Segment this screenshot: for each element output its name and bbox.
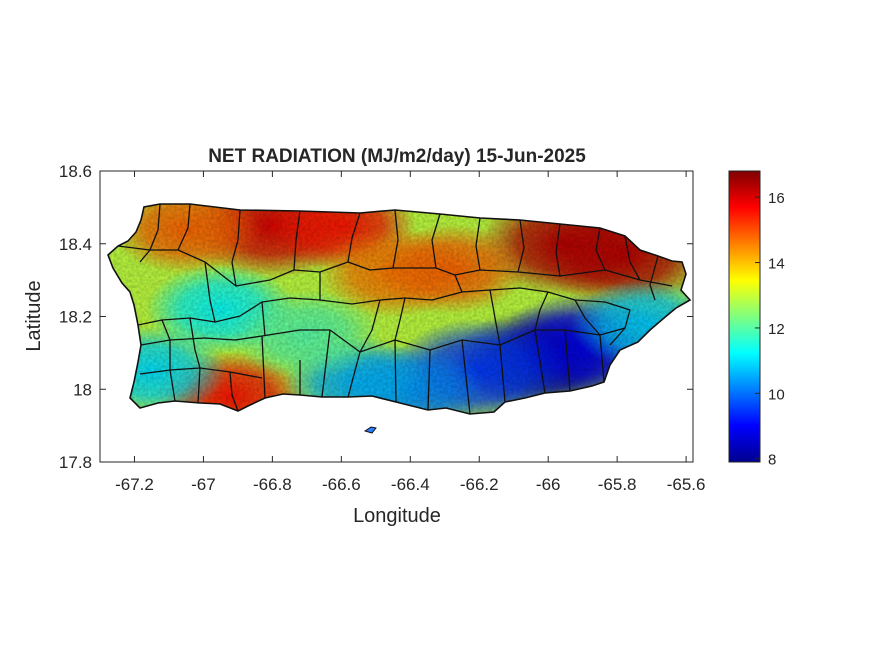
y-tick-label: 18.6 [59,162,92,181]
municipality-border [392,209,399,269]
x-tick-label: -65.6 [667,475,706,494]
municipality-border [347,351,361,398]
municipality-border [261,327,626,353]
municipality-border [359,299,381,353]
municipality-border [489,289,501,346]
municipality-border [427,349,431,411]
colorbar-tick-label: 14 [768,256,785,273]
x-tick-label: -66 [536,475,561,494]
municipality-border [499,344,506,403]
x-axis-label: Longitude [353,505,441,527]
x-tick-label: -67.2 [115,475,154,494]
municipality-border [394,339,397,403]
x-tick-label: -67 [191,475,216,494]
municipality-border [534,329,546,394]
colorbar-ticks: 8 10 12 14 16 [755,190,785,469]
municipality-border [555,223,561,277]
municipality-border [609,309,631,346]
municipality-border [293,210,301,271]
municipality-border [574,299,601,336]
municipality-border [140,335,263,346]
y-axis-ticks: 17.8 18 18.2 18.4 18.6 [59,162,693,472]
municipality-border [649,255,659,301]
colorbar-tick-label: 8 [768,452,776,469]
field-texture [108,204,690,414]
municipality-border [197,367,201,404]
municipality-border [394,297,406,341]
y-tick-label: 18 [73,380,92,399]
municipality-border [431,213,441,269]
municipality-border [624,235,641,281]
municipality-border [189,317,201,369]
y-axis-label: Latitude [23,280,45,351]
x-tick-label: -66.2 [460,475,499,494]
island-coastline [107,203,692,415]
municipality-border [321,329,331,398]
municipality-border [229,371,239,412]
municipality-border [177,203,191,251]
municipality-border [261,335,266,399]
y-tick-label: 17.8 [59,453,92,472]
x-tick-label: -66.6 [322,475,361,494]
municipality-border [204,261,216,323]
municipality-border [595,227,606,271]
municipality-border [454,274,463,293]
municipality-border [347,212,361,263]
municipality-border [475,217,481,271]
municipality-border [231,209,241,287]
municipality-border [461,339,471,415]
colorbar-tick-label: 16 [768,190,785,207]
x-tick-label: -66.8 [253,475,292,494]
colorbar-tick-label: 12 [768,321,785,338]
municipality-border [517,219,525,273]
x-tick-label: -65.8 [598,475,637,494]
chart-title: NET RADIATION (MJ/m2/day) 15-Jun-2025 [208,146,586,167]
x-axis-ticks: -67.2 -67 -66.8 -66.6 -66.4 -66.2 -66 -65.8 -65.… [115,171,705,494]
colorbar-tick-label: 10 [768,386,785,403]
municipality-border [261,301,266,337]
municipality-borders [117,203,673,415]
caja-de-muertos-islet [363,426,377,434]
y-tick-label: 18.2 [59,308,92,327]
y-tick-label: 18.4 [59,235,92,254]
municipality-border [534,291,549,331]
radiation-field [108,204,690,414]
municipality-border [564,329,571,392]
colorbar [728,170,761,463]
x-tick-label: -66.4 [391,475,430,494]
municipality-border [161,319,176,402]
municipality-border [599,334,605,383]
municipality-border [139,203,161,263]
